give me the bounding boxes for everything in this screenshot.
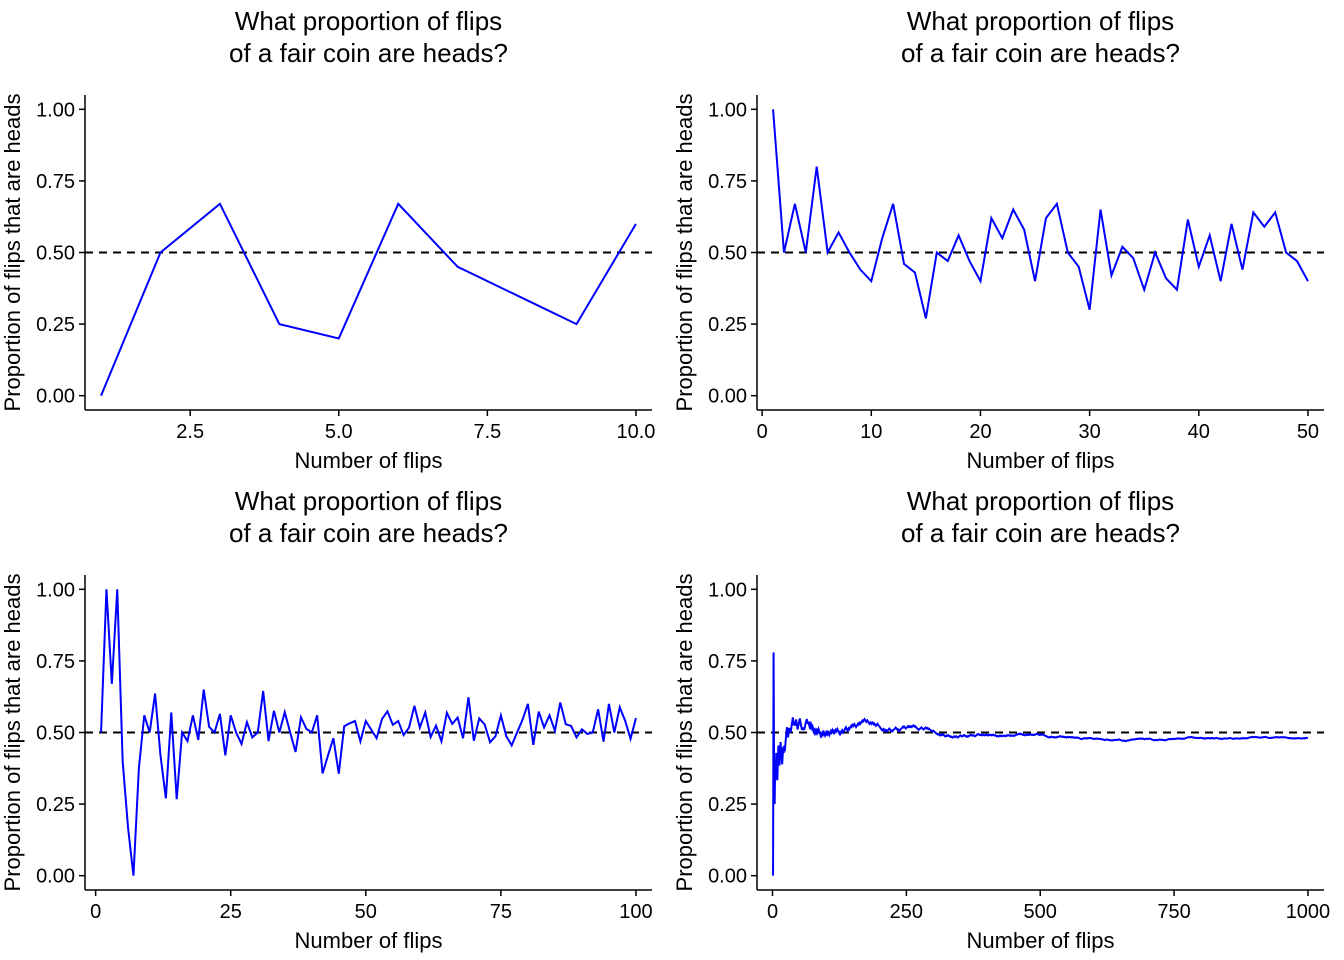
x-axis-label: Number of flips: [967, 448, 1115, 473]
x-tick-label: 30: [1078, 421, 1100, 443]
y-axis-label: Proportion of flips that are heads: [0, 94, 25, 412]
y-tick-label: 0.25: [36, 314, 75, 336]
chart-title-line1: What proportion of flips: [235, 6, 502, 36]
panel-10: What proportion of flipsof a fair coin a…: [0, 0, 672, 480]
chart-title-line1: What proportion of flips: [907, 486, 1174, 516]
panel-100: What proportion of flipsof a fair coin a…: [0, 480, 672, 960]
y-tick-label: 0.00: [36, 386, 75, 408]
y-tick-label: 0.00: [36, 866, 75, 888]
x-axis-label: Number of flips: [295, 928, 443, 953]
x-tick-label: 750: [1157, 901, 1190, 923]
chart-title-line1: What proportion of flips: [907, 6, 1174, 36]
x-tick-label: 250: [890, 901, 923, 923]
x-tick-label: 10.0: [616, 421, 655, 443]
panel-50: What proportion of flipsof a fair coin a…: [672, 0, 1344, 480]
series-line: [773, 109, 1308, 318]
x-tick-label: 50: [1297, 421, 1319, 443]
x-tick-label: 100: [619, 901, 652, 923]
x-tick-label: 75: [490, 901, 512, 923]
chart-grid: What proportion of flipsof a fair coin a…: [0, 0, 1344, 960]
x-tick-label: 2.5: [176, 421, 204, 443]
chart-title-line2: of a fair coin are heads?: [901, 518, 1180, 548]
y-axis-label: Proportion of flips that are heads: [0, 574, 25, 892]
y-tick-label: 0.25: [708, 794, 747, 816]
y-axis-label: Proportion of flips that are heads: [672, 574, 697, 892]
y-tick-label: 0.00: [708, 386, 747, 408]
x-tick-label: 5.0: [325, 421, 353, 443]
y-axis-label: Proportion of flips that are heads: [672, 94, 697, 412]
x-tick-label: 25: [220, 901, 242, 923]
x-axis-label: Number of flips: [967, 928, 1115, 953]
y-tick-label: 0.75: [708, 171, 747, 193]
chart-title-line2: of a fair coin are heads?: [229, 38, 508, 68]
x-axis-label: Number of flips: [295, 448, 443, 473]
y-tick-label: 1.00: [708, 579, 747, 601]
x-tick-label: 7.5: [473, 421, 501, 443]
y-tick-label: 0.75: [36, 171, 75, 193]
x-tick-label: 0: [767, 901, 778, 923]
chart-title-line2: of a fair coin are heads?: [901, 38, 1180, 68]
x-tick-label: 50: [355, 901, 377, 923]
y-tick-label: 1.00: [708, 99, 747, 121]
series-line: [773, 652, 1308, 875]
panel-1000: What proportion of flipsof a fair coin a…: [672, 480, 1344, 960]
x-tick-label: 0: [757, 421, 768, 443]
y-tick-label: 0.50: [708, 723, 747, 745]
x-tick-label: 40: [1188, 421, 1210, 443]
y-tick-label: 1.00: [36, 99, 75, 121]
y-tick-label: 0.25: [36, 794, 75, 816]
y-tick-label: 0.50: [36, 243, 75, 265]
chart-title-line1: What proportion of flips: [235, 486, 502, 516]
y-tick-label: 0.00: [708, 866, 747, 888]
y-tick-label: 0.50: [708, 243, 747, 265]
y-tick-label: 0.50: [36, 723, 75, 745]
chart-title-line2: of a fair coin are heads?: [229, 518, 508, 548]
y-tick-label: 0.75: [708, 651, 747, 673]
series-line: [101, 204, 636, 396]
x-tick-label: 500: [1024, 901, 1057, 923]
x-tick-label: 0: [90, 901, 101, 923]
x-tick-label: 10: [860, 421, 882, 443]
y-tick-label: 1.00: [36, 579, 75, 601]
y-tick-label: 0.75: [36, 651, 75, 673]
x-tick-label: 20: [969, 421, 991, 443]
x-tick-label: 1000: [1286, 901, 1331, 923]
y-tick-label: 0.25: [708, 314, 747, 336]
